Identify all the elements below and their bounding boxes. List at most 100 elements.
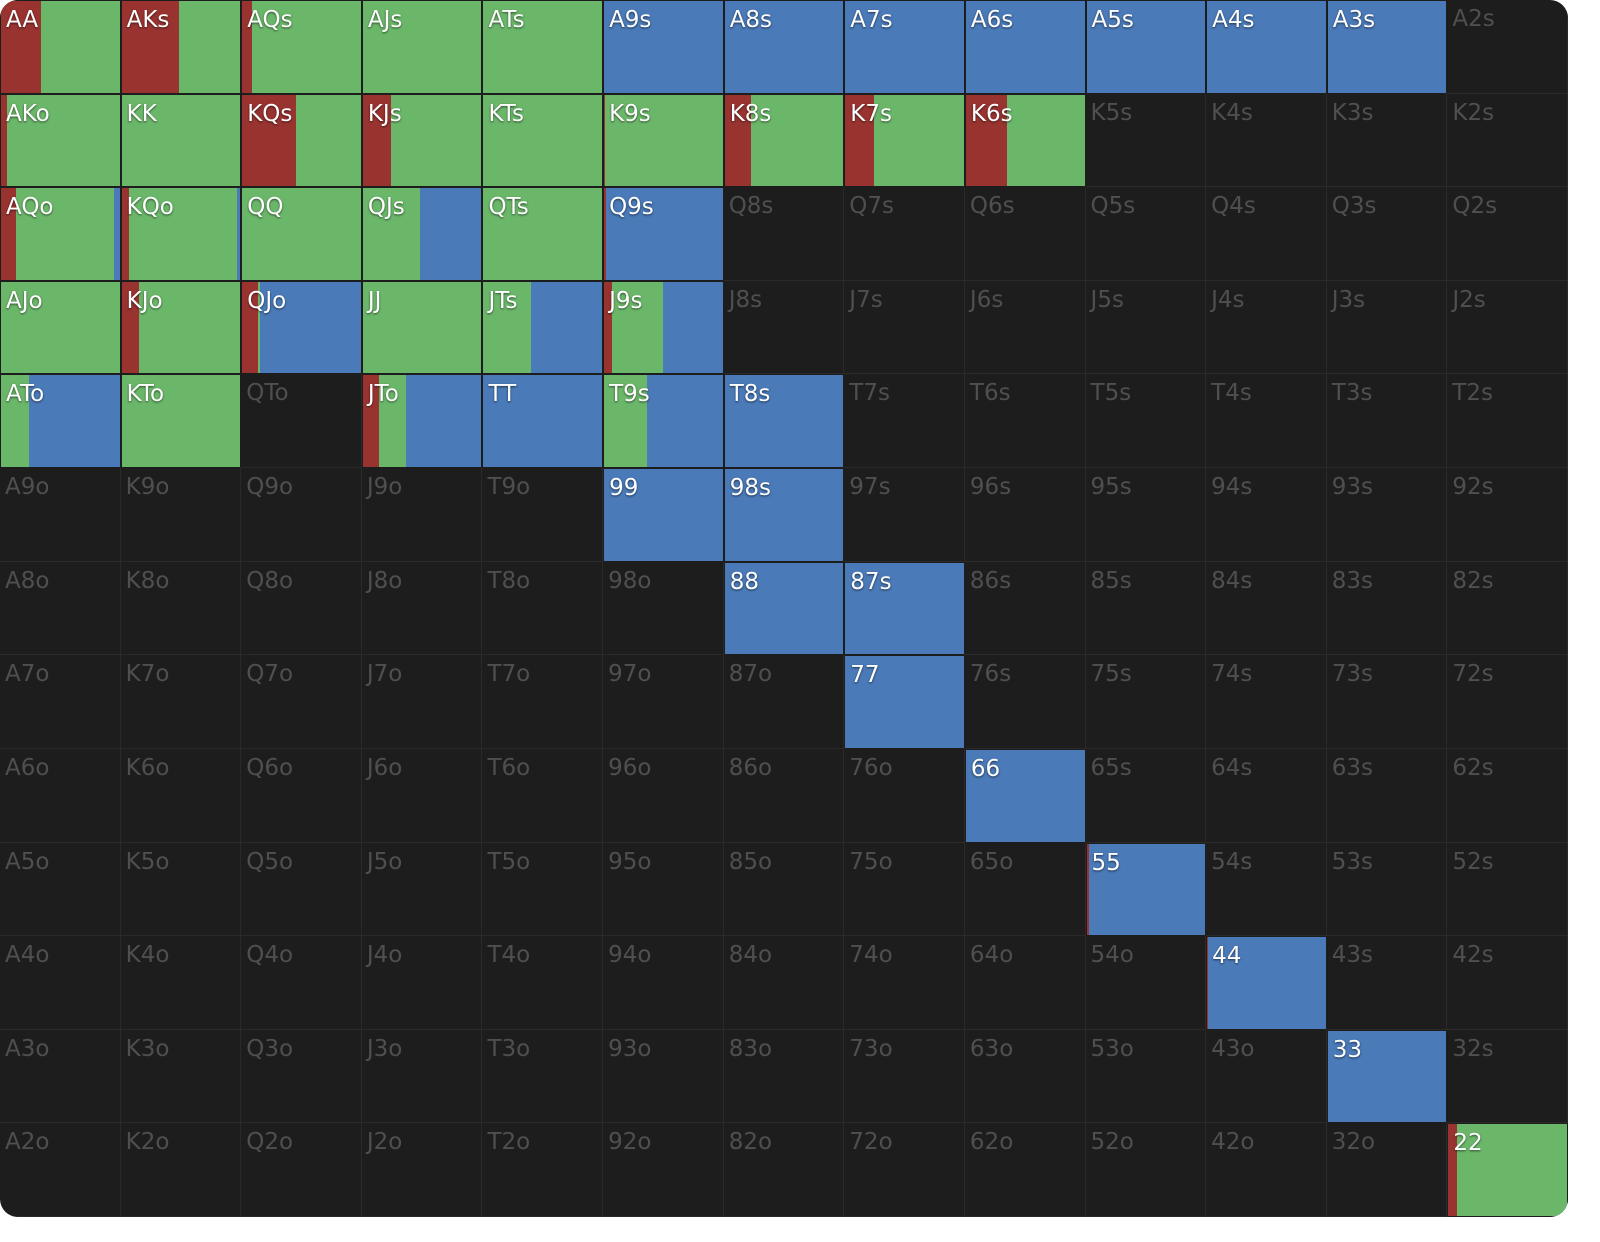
hand-cell[interactable]: A5s [1085,0,1207,94]
hand-cell[interactable]: 53s [1326,842,1448,937]
hand-cell[interactable]: Q8o [241,561,362,656]
hand-cell[interactable]: 65o [964,842,1086,937]
hand-cell[interactable]: 96o [603,748,724,843]
hand-cell[interactable]: 92o [603,1123,724,1217]
hand-cell[interactable]: K3o [120,1029,242,1124]
hand-cell[interactable]: T7o [482,655,604,749]
hand-cell[interactable]: K9o [120,468,242,562]
hand-cell[interactable]: KQo [120,187,242,281]
hand-cell[interactable]: J7o [361,655,483,749]
hand-cell[interactable]: K6o [120,748,242,843]
hand-cell[interactable]: 43s [1326,936,1448,1030]
hand-cell[interactable]: 73o [844,1029,965,1124]
hand-cell[interactable]: 76o [844,748,965,843]
hand-cell[interactable]: 74s [1206,655,1327,749]
hand-cell[interactable]: T4s [1206,374,1327,469]
hand-cell[interactable]: TT [482,374,604,469]
hand-cell[interactable]: 93s [1326,468,1448,562]
hand-cell[interactable]: KTs [482,93,604,188]
hand-cell[interactable]: 87o [723,655,845,749]
hand-cell[interactable]: Q7s [844,187,965,281]
hand-cell[interactable]: 96s [964,468,1086,562]
hand-cell[interactable]: 72s [1447,655,1568,749]
hand-cell[interactable]: 83s [1326,561,1448,656]
hand-cell[interactable]: J6s [964,280,1086,375]
hand-cell[interactable]: J3o [361,1029,483,1124]
hand-cell[interactable]: T2o [482,1123,604,1217]
hand-cell[interactable]: 97s [844,468,965,562]
hand-cell[interactable]: T8s [723,374,845,469]
hand-cell[interactable]: A4o [0,936,121,1030]
hand-cell[interactable]: 74o [844,936,965,1030]
hand-cell[interactable]: K8o [120,561,242,656]
hand-cell[interactable]: J5s [1085,280,1207,375]
hand-cell[interactable]: JTs [482,280,604,375]
hand-cell[interactable]: Q4s [1206,187,1327,281]
hand-cell[interactable]: 82o [723,1123,845,1217]
hand-cell[interactable]: T6o [482,748,604,843]
hand-cell[interactable]: 92s [1447,468,1568,562]
hand-cell[interactable]: T3s [1326,374,1448,469]
hand-cell[interactable]: 43o [1206,1029,1327,1124]
hand-cell[interactable]: KJo [120,280,242,375]
hand-cell[interactable]: 93o [603,1029,724,1124]
hand-cell[interactable]: J4s [1206,280,1327,375]
hand-cell[interactable]: 84s [1206,561,1327,656]
hand-cell[interactable]: Q7o [241,655,362,749]
hand-cell[interactable]: T5s [1085,374,1207,469]
hand-cell[interactable]: 33 [1326,1029,1448,1124]
hand-cell[interactable]: A4s [1206,0,1327,94]
hand-cell[interactable]: AQo [0,187,121,281]
hand-cell[interactable]: 64s [1206,748,1327,843]
hand-cell[interactable]: 95s [1085,468,1207,562]
hand-cell[interactable]: 64o [964,936,1086,1030]
hand-cell[interactable]: QJs [361,187,483,281]
hand-cell[interactable]: T5o [482,842,604,937]
hand-cell[interactable]: A8o [0,561,121,656]
hand-cell[interactable]: Q2o [241,1123,362,1217]
hand-cell[interactable]: JJ [361,280,483,375]
hand-cell[interactable]: K5s [1085,93,1207,188]
hand-cell[interactable]: 62s [1447,748,1568,843]
hand-cell[interactable]: AA [0,0,121,94]
hand-cell[interactable]: QQ [241,187,362,281]
hand-cell[interactable]: 52o [1085,1123,1207,1217]
hand-cell[interactable]: A7s [844,0,965,94]
hand-cell[interactable]: T2s [1447,374,1568,469]
hand-cell[interactable]: ATs [482,0,604,94]
hand-cell[interactable]: 98o [603,561,724,656]
hand-cell[interactable]: J2o [361,1123,483,1217]
hand-cell[interactable]: 63o [964,1029,1086,1124]
hand-cell[interactable]: J4o [361,936,483,1030]
hand-cell[interactable]: AKs [120,0,242,94]
hand-cell[interactable]: 73s [1326,655,1448,749]
hand-cell[interactable]: A2s [1447,0,1568,94]
hand-cell[interactable]: 66 [964,748,1086,843]
hand-cell[interactable]: 76s [964,655,1086,749]
hand-cell[interactable]: 98s [723,468,845,562]
hand-cell[interactable]: 94s [1206,468,1327,562]
hand-cell[interactable]: 32s [1447,1029,1568,1124]
hand-cell[interactable]: 42s [1447,936,1568,1030]
hand-cell[interactable]: 86o [723,748,845,843]
hand-cell[interactable]: Q9o [241,468,362,562]
hand-cell[interactable]: KQs [241,93,362,188]
hand-cell[interactable]: 99 [603,468,724,562]
hand-cell[interactable]: 62o [964,1123,1086,1217]
hand-cell[interactable]: J2s [1447,280,1568,375]
hand-cell[interactable]: J8o [361,561,483,656]
hand-cell[interactable]: K6s [964,93,1086,188]
hand-cell[interactable]: 54o [1085,936,1207,1030]
hand-cell[interactable]: J7s [844,280,965,375]
hand-cell[interactable]: Q8s [723,187,845,281]
hand-cell[interactable]: 75o [844,842,965,937]
hand-cell[interactable]: QJo [241,280,362,375]
hand-cell[interactable]: KTo [120,374,242,469]
hand-cell[interactable]: 22 [1447,1123,1568,1217]
hand-cell[interactable]: 55 [1085,842,1207,937]
hand-cell[interactable]: A7o [0,655,121,749]
hand-cell[interactable]: AQs [241,0,362,94]
hand-cell[interactable]: A6o [0,748,121,843]
hand-cell[interactable]: Q4o [241,936,362,1030]
hand-cell[interactable]: Q6s [964,187,1086,281]
